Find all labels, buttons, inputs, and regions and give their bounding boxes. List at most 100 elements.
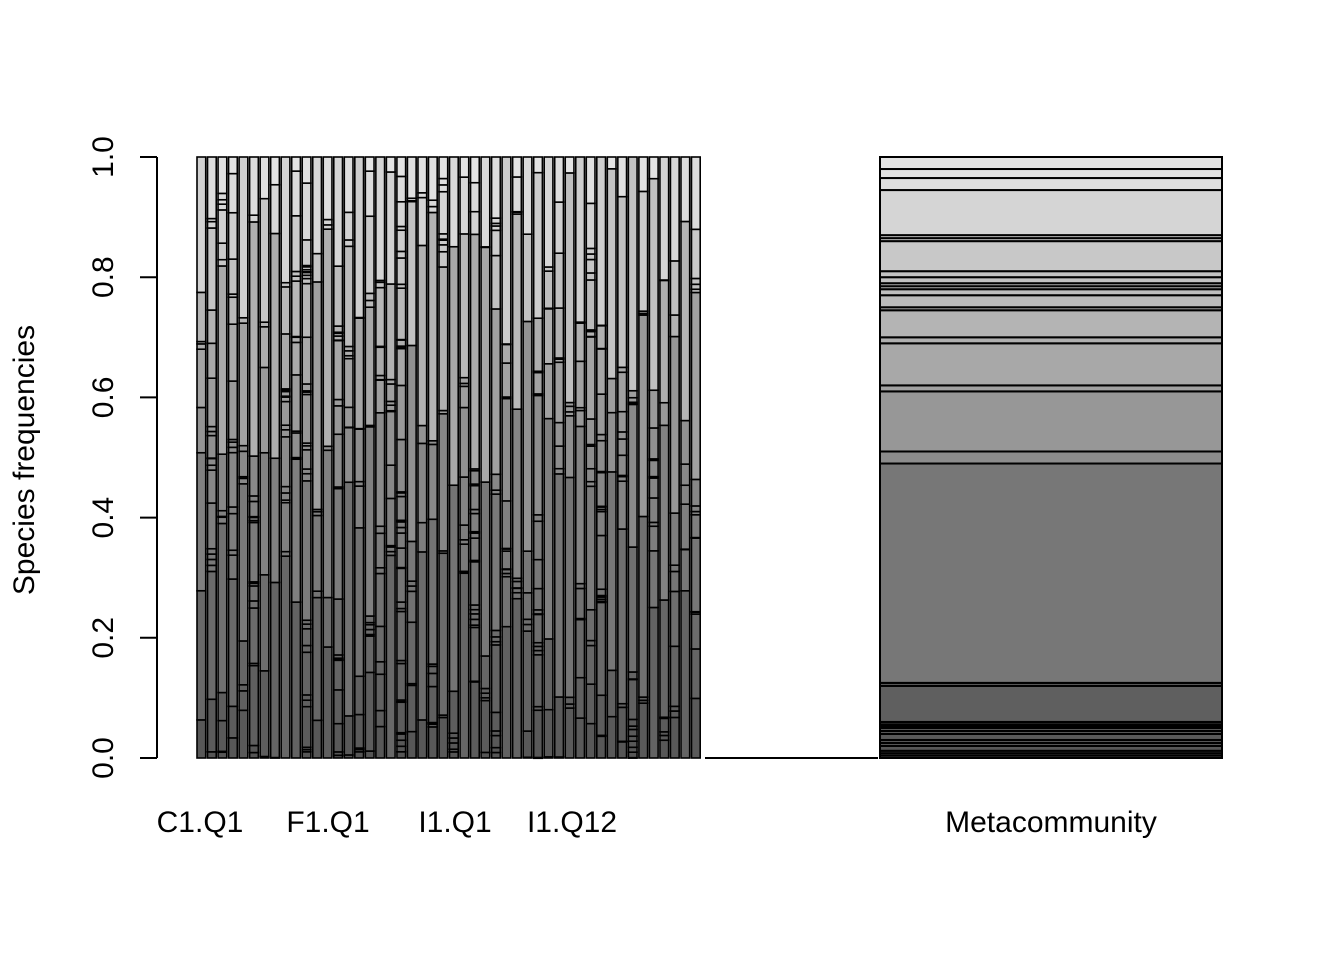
species-segment bbox=[585, 445, 596, 470]
species-segment bbox=[501, 625, 512, 759]
community-bar bbox=[227, 156, 239, 759]
community-bar bbox=[385, 156, 396, 759]
species-segment bbox=[648, 606, 659, 759]
species-segment bbox=[332, 722, 344, 753]
species-segment bbox=[585, 644, 596, 685]
species-segment bbox=[238, 316, 249, 324]
community-bar bbox=[438, 156, 449, 759]
species-segment bbox=[238, 690, 249, 712]
species-segment bbox=[217, 209, 228, 244]
species-segment bbox=[227, 705, 239, 739]
community-bar bbox=[311, 156, 323, 759]
species-segment bbox=[196, 348, 207, 409]
species-segment bbox=[375, 411, 386, 528]
metacommunity-segment bbox=[879, 189, 1223, 237]
species-segment bbox=[354, 751, 365, 759]
species-segment bbox=[543, 156, 554, 268]
species-segment bbox=[690, 277, 701, 286]
species-segment bbox=[617, 371, 628, 413]
x-tick-label: C1.Q1 bbox=[157, 806, 244, 839]
species-segment bbox=[206, 570, 218, 701]
species-segment bbox=[669, 156, 680, 262]
species-segment bbox=[680, 419, 691, 465]
species-segment bbox=[206, 698, 218, 753]
species-segment bbox=[564, 172, 575, 404]
species-segment bbox=[659, 279, 670, 404]
species-segment bbox=[206, 156, 218, 220]
species-segment bbox=[396, 257, 407, 286]
species-segment bbox=[269, 457, 281, 584]
species-segment bbox=[332, 398, 344, 407]
species-segment bbox=[585, 683, 596, 725]
species-segment bbox=[627, 671, 638, 680]
species-segment bbox=[375, 346, 386, 377]
species-segment bbox=[469, 181, 481, 213]
species-segment bbox=[585, 253, 596, 261]
x-tick-label: F1.Q1 bbox=[286, 806, 369, 839]
species-segment bbox=[617, 438, 628, 457]
species-segment bbox=[553, 252, 565, 309]
species-segment bbox=[469, 681, 481, 759]
species-segment bbox=[248, 664, 260, 747]
species-segment bbox=[217, 192, 228, 201]
species-segment bbox=[385, 554, 396, 759]
species-segment bbox=[448, 742, 460, 751]
species-segment bbox=[469, 233, 481, 470]
species-segment bbox=[375, 156, 386, 282]
species-segment bbox=[238, 640, 249, 686]
species-segment bbox=[532, 171, 544, 320]
species-segment bbox=[511, 408, 523, 580]
species-segment bbox=[396, 384, 407, 441]
species-segment bbox=[669, 645, 680, 708]
species-segment bbox=[301, 651, 312, 696]
species-segment bbox=[364, 170, 375, 218]
species-segment bbox=[543, 417, 554, 640]
species-segment bbox=[206, 751, 218, 759]
species-segment bbox=[248, 521, 260, 583]
species-segment bbox=[364, 215, 375, 295]
species-segment bbox=[375, 709, 386, 728]
species-segment bbox=[606, 715, 617, 759]
species-segment bbox=[490, 493, 502, 632]
species-segment bbox=[280, 156, 291, 284]
metacommunity-segment bbox=[879, 309, 1223, 339]
species-segment bbox=[280, 428, 291, 438]
species-segment bbox=[469, 561, 481, 606]
species-segment bbox=[427, 443, 438, 521]
species-segment bbox=[227, 737, 239, 759]
species-segment bbox=[269, 156, 281, 186]
species-segment bbox=[617, 741, 628, 759]
species-segment bbox=[259, 156, 270, 200]
species-segment bbox=[311, 252, 323, 283]
species-segment bbox=[238, 322, 249, 447]
species-segment bbox=[574, 322, 586, 363]
species-segment bbox=[648, 156, 659, 180]
species-segment bbox=[448, 484, 460, 693]
community-bar bbox=[501, 156, 512, 759]
species-segment bbox=[406, 730, 417, 759]
species-segment bbox=[574, 425, 586, 585]
species-segment bbox=[648, 177, 659, 392]
species-segment bbox=[617, 431, 628, 440]
species-segment bbox=[659, 401, 670, 427]
species-segment bbox=[354, 675, 365, 716]
species-segment bbox=[427, 685, 438, 724]
species-segment bbox=[311, 719, 323, 759]
species-segment bbox=[522, 550, 533, 594]
species-segment bbox=[659, 739, 670, 759]
species-segment bbox=[259, 451, 270, 576]
species-segment bbox=[680, 463, 691, 487]
species-segment bbox=[364, 156, 375, 172]
species-segment bbox=[574, 587, 586, 620]
community-bar bbox=[595, 156, 607, 759]
species-segment bbox=[522, 730, 533, 759]
community-bar bbox=[585, 156, 596, 759]
species-segment bbox=[290, 432, 302, 459]
species-segment bbox=[459, 156, 470, 178]
species-segment bbox=[480, 655, 491, 690]
species-segment bbox=[385, 283, 396, 381]
species-segment bbox=[617, 195, 628, 369]
species-segment bbox=[511, 580, 523, 589]
metacommunity-segment bbox=[879, 342, 1223, 387]
species-segment bbox=[248, 744, 260, 754]
